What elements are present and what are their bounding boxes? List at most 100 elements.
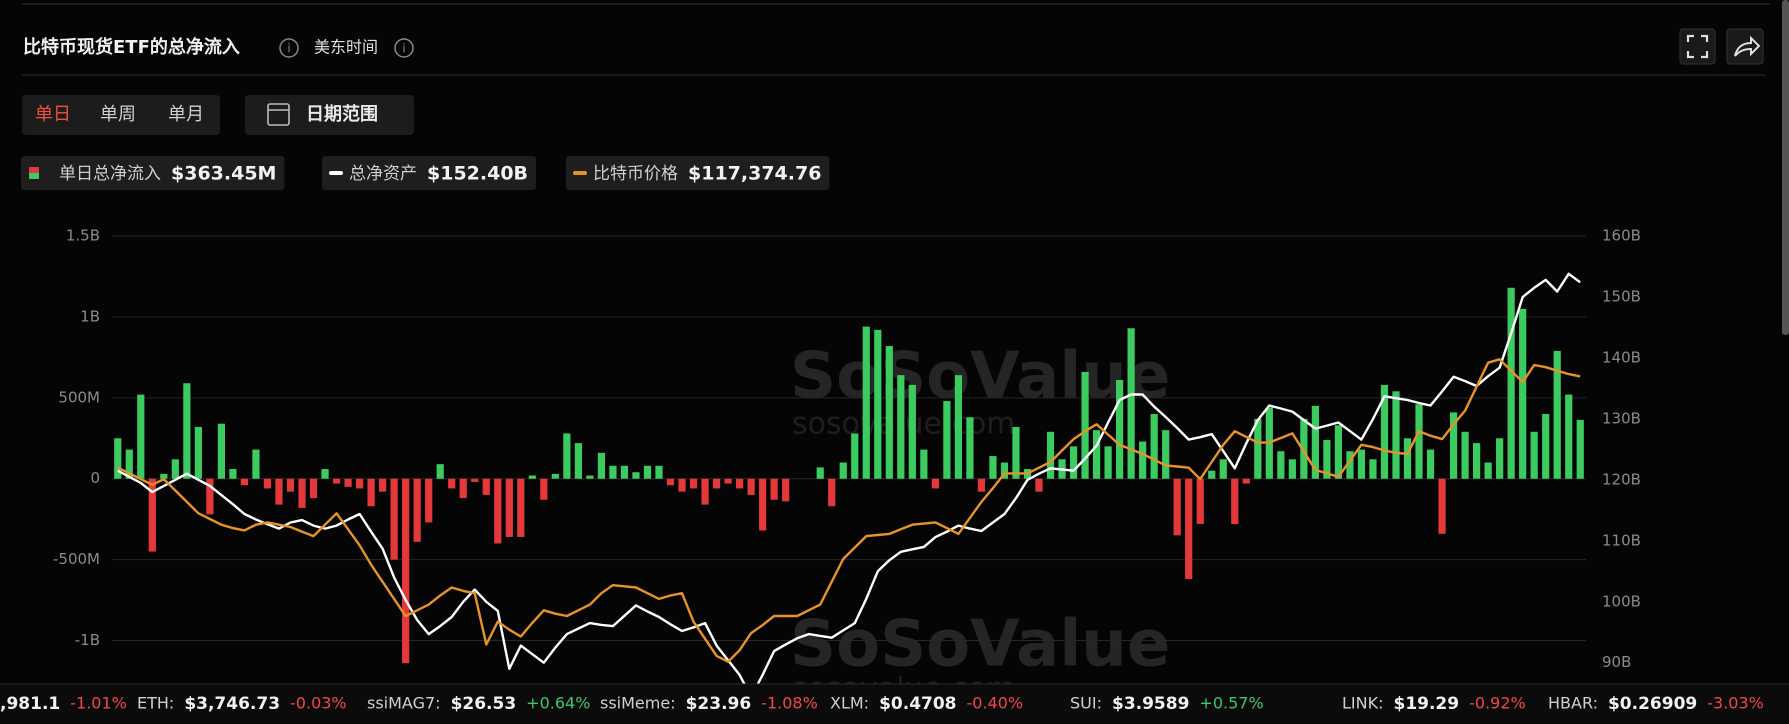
bar [344, 478, 352, 487]
bar [1104, 446, 1112, 479]
ticker-change[interactable]: -1.01% [70, 694, 127, 713]
legend-swatch [573, 171, 587, 175]
bar [770, 478, 778, 500]
line [117, 272, 1581, 698]
legend-swatch [329, 171, 343, 175]
tab[interactable]: 单日 [35, 104, 71, 125]
ticker-label[interactable]: ssiMAG7: [367, 694, 441, 713]
bar [229, 469, 237, 479]
bar [298, 478, 306, 508]
ticker-change[interactable]: +0.57% [1199, 694, 1263, 713]
ticker-price[interactable]: $3.9589 [1112, 694, 1189, 714]
tab[interactable]: 单周 [100, 104, 136, 125]
ticker-price[interactable]: $3,746.73 [184, 694, 280, 714]
bar [1231, 478, 1239, 525]
bar [1311, 405, 1319, 479]
bar [217, 423, 225, 479]
bar [632, 472, 640, 479]
bar [782, 478, 790, 502]
info-icon[interactable]: i [394, 38, 414, 58]
bar [574, 443, 582, 479]
ticker-price[interactable]: $0.4708 [879, 694, 956, 714]
bar [1519, 308, 1527, 479]
ticker-change[interactable]: +0.64% [526, 694, 590, 713]
ticker-change[interactable]: -1.08% [761, 694, 818, 713]
svg-text:i: i [287, 42, 290, 56]
bar [1127, 328, 1135, 479]
legend-value: $152.40B [427, 163, 528, 185]
bar [1116, 380, 1124, 479]
bar [862, 326, 870, 479]
bar [355, 478, 364, 489]
bar [390, 478, 398, 560]
bar [1208, 470, 1216, 479]
title: 比特币现货ETF的总净流入 [23, 36, 240, 58]
bar [321, 469, 329, 479]
bar [551, 473, 559, 479]
share-button[interactable] [1726, 28, 1764, 65]
tab[interactable]: 单月 [168, 104, 204, 125]
info-icon[interactable]: i [279, 38, 299, 58]
bar [1254, 418, 1262, 479]
bar [724, 478, 732, 484]
bar [1449, 412, 1458, 479]
legend-chip [566, 156, 830, 190]
bar [1139, 441, 1147, 479]
ticker-label[interactable]: HBAR: [1548, 694, 1598, 713]
bar [597, 452, 606, 479]
bar [1530, 431, 1538, 479]
ticker-price[interactable]: ,981.1 [0, 694, 60, 714]
scrollbar[interactable] [1782, 0, 1789, 335]
fullscreen-button[interactable] [1679, 28, 1716, 65]
ticker-change[interactable]: -3.03% [1707, 694, 1764, 713]
ticker-change[interactable]: -0.40% [967, 694, 1024, 713]
ticker-price[interactable]: $26.53 [451, 694, 517, 714]
ticker-label[interactable]: SUI: [1070, 694, 1102, 713]
bar [275, 478, 283, 505]
bar [828, 478, 836, 507]
line [117, 358, 1581, 663]
timezone: 美东时间 [314, 38, 378, 57]
bar [171, 459, 179, 479]
bar [379, 478, 387, 492]
bar [620, 465, 629, 479]
ticker-price[interactable]: $19.29 [1393, 694, 1459, 714]
bar [1542, 414, 1550, 479]
date-range-button[interactable]: 日期范围 [245, 95, 414, 135]
bar [1357, 449, 1366, 479]
bar [367, 478, 375, 507]
legend-chip [21, 156, 285, 190]
ticker-label[interactable]: ETH: [137, 694, 174, 713]
bar [1426, 449, 1435, 479]
ticker-change[interactable]: -0.03% [290, 694, 347, 713]
ticker-label[interactable]: XLM: [830, 694, 869, 713]
bar [1081, 371, 1089, 479]
ticker-price[interactable]: $0.26909 [1608, 694, 1697, 714]
bar [494, 478, 502, 544]
y2-tick-label: 100B [1602, 592, 1641, 610]
ticker-change[interactable]: -0.92% [1469, 694, 1526, 713]
bar [1185, 478, 1193, 580]
bar [286, 478, 295, 492]
bar [1162, 430, 1170, 479]
tab-group [22, 95, 220, 135]
ticker-price[interactable]: $23.96 [686, 694, 752, 714]
bar [701, 478, 709, 505]
date-range-label: 日期范围 [306, 103, 378, 125]
bar [1046, 431, 1055, 479]
bar [482, 478, 490, 495]
bar [1403, 438, 1412, 479]
bar [1553, 350, 1561, 479]
bar [954, 375, 962, 479]
bar [759, 478, 767, 531]
bar [402, 478, 410, 664]
y2-tick-label: 90B [1602, 653, 1631, 671]
bar [240, 478, 249, 486]
ticker-label[interactable]: ssiMeme: [600, 694, 676, 713]
y2-tick-label: 160B [1602, 227, 1641, 245]
bar [1092, 430, 1101, 479]
y2-tick-label: 120B [1602, 470, 1641, 488]
ticker-label[interactable]: LINK: [1342, 694, 1383, 713]
bar [1323, 439, 1331, 479]
